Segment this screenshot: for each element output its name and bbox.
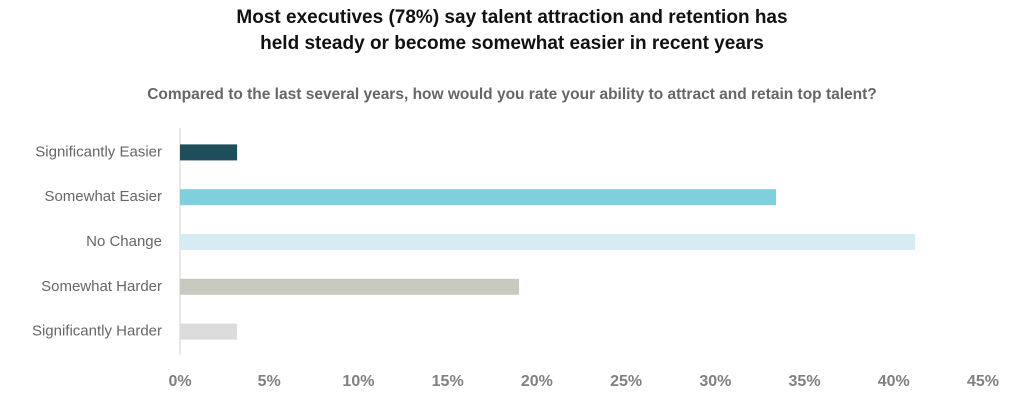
bar bbox=[180, 234, 916, 250]
x-tick-label: 15% bbox=[432, 373, 464, 390]
chart-title: held steady or become somewhat easier in… bbox=[260, 33, 764, 54]
x-tick-label: 25% bbox=[610, 373, 642, 390]
chart-subtitle: Compared to the last several years, how … bbox=[147, 86, 877, 103]
chart-title: Most executives (78%) say talent attract… bbox=[236, 7, 787, 28]
x-tick-label: 5% bbox=[258, 373, 281, 390]
x-tick-label: 10% bbox=[342, 373, 374, 390]
y-tick-label: Significantly Harder bbox=[32, 323, 162, 340]
x-tick-label: 40% bbox=[878, 373, 910, 390]
y-tick-label: Somewhat Harder bbox=[41, 278, 162, 295]
y-tick-label: No Change bbox=[86, 233, 162, 250]
bar bbox=[180, 189, 777, 206]
x-tick-label: 0% bbox=[168, 373, 191, 390]
bar bbox=[180, 278, 520, 295]
bar bbox=[180, 144, 238, 161]
y-tick-label: Significantly Easier bbox=[35, 143, 162, 160]
x-tick-label: 30% bbox=[699, 373, 731, 390]
x-tick-label: 20% bbox=[521, 373, 553, 390]
x-tick-label: 45% bbox=[967, 373, 999, 390]
x-tick-label: 35% bbox=[789, 373, 821, 390]
bar bbox=[180, 323, 238, 340]
y-tick-label: Somewhat Easier bbox=[44, 188, 162, 205]
